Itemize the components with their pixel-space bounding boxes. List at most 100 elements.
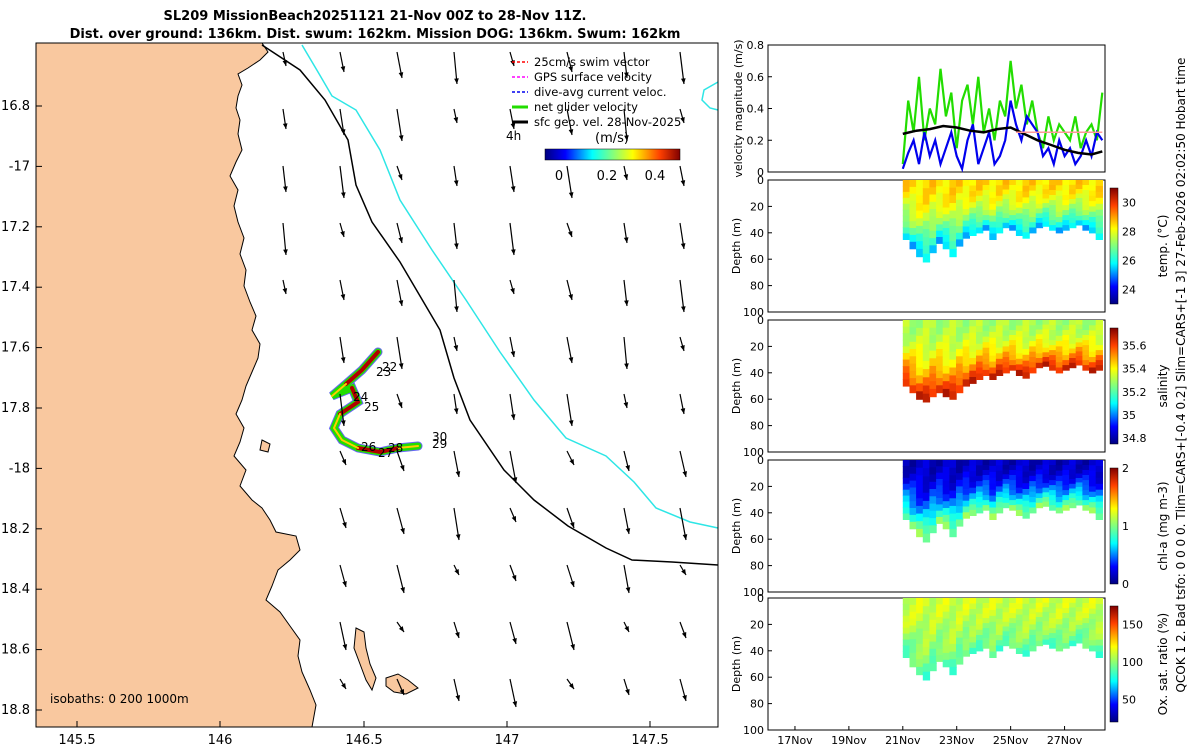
profile-cell — [916, 203, 924, 212]
profile-cell — [1029, 190, 1037, 197]
profile-cell — [982, 633, 990, 639]
profile-cell — [1055, 619, 1064, 625]
profile-cell — [1069, 626, 1077, 632]
profile-cell — [1035, 208, 1044, 214]
profile-cell — [1062, 623, 1070, 629]
profile-cell — [1035, 602, 1044, 609]
profile-cell — [1069, 640, 1077, 647]
profile-cell — [1029, 341, 1037, 347]
current-arrow-head — [680, 180, 686, 186]
profile-cell — [1022, 465, 1030, 473]
profile-cell — [942, 632, 950, 640]
profile-cell — [1069, 617, 1077, 623]
profile-cell — [1029, 465, 1037, 472]
profile-cell — [1095, 325, 1103, 331]
current-arrow-head — [568, 66, 573, 72]
profile-cell — [942, 659, 950, 668]
profile-colorbar-label: salinity — [1156, 364, 1170, 407]
profile-cell — [995, 353, 1004, 360]
profile-cell — [1089, 206, 1097, 213]
profile-cell — [962, 372, 970, 380]
profile-y-tick-label: 100 — [743, 586, 764, 599]
profile-cell — [1075, 193, 1083, 199]
profile-cell — [982, 638, 990, 644]
profile-cell — [1049, 495, 1057, 501]
profile-cell — [1002, 346, 1010, 353]
profile-cell — [1009, 365, 1017, 371]
legend-label: net glider velocity — [534, 100, 638, 114]
profile-cell — [989, 320, 997, 327]
profile-cell — [989, 645, 997, 652]
profile-cell — [916, 498, 924, 507]
profile-cell — [1002, 621, 1010, 628]
profile-cell — [1095, 345, 1103, 351]
current-arrow-head — [510, 288, 515, 294]
profile-colorbar-tick-label: 2 — [1122, 462, 1129, 475]
profile-cell — [1009, 320, 1017, 326]
profile-cell — [922, 204, 931, 214]
profile-cell — [1042, 329, 1050, 335]
profile-cell — [962, 214, 970, 222]
profile-cell — [1049, 628, 1057, 634]
profile-cell — [1069, 199, 1077, 205]
profile-cell — [1009, 335, 1017, 341]
profile-cell — [1082, 180, 1090, 186]
profile-cell — [1029, 624, 1037, 631]
time-axis-tick-label: 23Nov — [939, 734, 975, 747]
profile-cell — [962, 512, 970, 519]
profile-cell — [1035, 607, 1044, 613]
profile-cell — [1089, 640, 1097, 647]
profile-cell — [1095, 633, 1103, 641]
time-axis-tick-label: 25Nov — [993, 734, 1029, 747]
profile-cell — [995, 613, 1004, 620]
profile-cell — [929, 656, 937, 664]
current-arrow-head — [680, 117, 685, 123]
current-arrow-head — [510, 351, 516, 357]
profile-cell — [1082, 638, 1090, 644]
profile-cell — [982, 643, 990, 649]
profile-cell — [969, 332, 977, 340]
profile-cell — [1042, 180, 1050, 186]
profile-cell — [949, 636, 957, 645]
profile-cell — [1055, 206, 1064, 213]
profile-cell — [1049, 345, 1057, 351]
profile-cell — [1082, 345, 1090, 351]
profile-cell — [1009, 470, 1017, 476]
profile-cell — [1075, 355, 1083, 361]
profile-cell — [916, 613, 924, 622]
profile-cell — [1055, 335, 1064, 342]
profile-cell — [916, 636, 924, 645]
profile-cell — [1042, 497, 1050, 503]
profile-cell — [1035, 626, 1044, 632]
profile-cell — [949, 521, 957, 530]
profile-cell — [929, 209, 937, 217]
profile-cell — [949, 498, 957, 507]
current-arrow-head — [453, 117, 459, 123]
profile-cell — [1055, 330, 1064, 337]
profile-cell — [909, 639, 917, 647]
profile-cell — [1062, 215, 1070, 221]
profile-cell — [949, 367, 957, 376]
isobath-1000m — [301, 44, 719, 529]
profile-cell — [962, 632, 970, 640]
profile-cell — [942, 473, 950, 482]
profile-cell — [922, 647, 931, 656]
profile-cell — [1035, 640, 1044, 647]
profile-cell — [909, 193, 917, 202]
profile-cell — [995, 369, 1004, 376]
profile-cell — [956, 479, 964, 487]
profile-cell — [1035, 334, 1044, 340]
profile-cell — [1002, 631, 1010, 637]
profile-cell — [1062, 350, 1070, 356]
profile-cell — [1022, 644, 1030, 651]
profile-cell — [1022, 203, 1030, 210]
current-arrow-head — [283, 249, 288, 255]
profile-cell — [956, 370, 964, 379]
profile-cell — [1075, 220, 1083, 226]
profile-cell — [1049, 485, 1057, 491]
profile-cell — [929, 619, 937, 628]
profile-cell — [995, 624, 1004, 631]
profile-cell — [1015, 493, 1024, 500]
profile-cell — [1002, 464, 1010, 471]
